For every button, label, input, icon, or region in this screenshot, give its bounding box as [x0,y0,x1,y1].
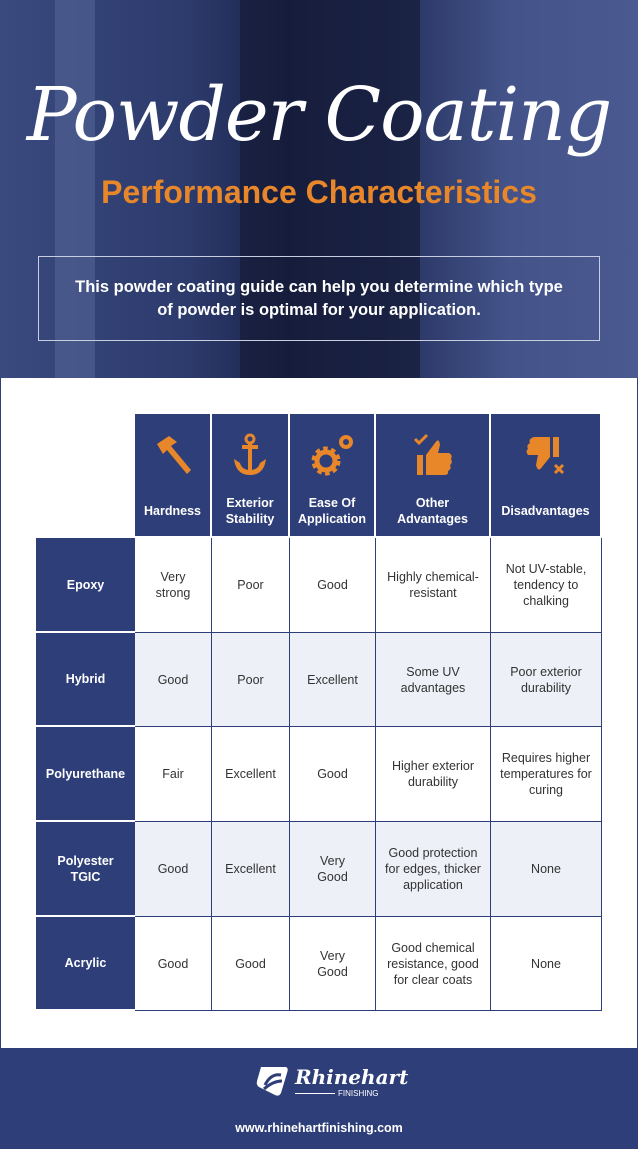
thumbs-up-icon [409,426,457,486]
intro-box: This powder coating guide can help you d… [38,256,600,341]
table-cell: Good [290,727,376,822]
table-cell: Good [135,822,212,917]
gears-icon [308,426,356,486]
column-header-label: Exterior Stability [225,496,275,526]
table-cell: Not UV-stable, tendency to chalking [491,538,602,633]
table-cell: Excellent [212,822,290,917]
title: Powder Coating [26,72,612,158]
brand-name: Rhinehart [295,1064,409,1089]
row-label: Polyester TGIC [36,822,135,917]
column-header-label: Hardness [144,504,201,518]
rhinehart-logo: Rhinehart FINISHING [255,1063,408,1099]
website-link[interactable]: www.rhinehartfinishing.com [235,1121,403,1135]
table-cell: Good [290,538,376,633]
column-header-label: Other Advantages [397,496,468,526]
table-cell: Some UV advantages [376,633,491,727]
table-cell: Highly chemical-resistant [376,538,491,633]
hammer-icon [151,426,195,486]
hero-banner: Powder Coating Performance Characteristi… [0,0,638,378]
table-cell: Very strong [135,538,212,633]
subtitle: Performance Characteristics [101,174,537,210]
row-label: Acrylic [36,917,135,1011]
row-label: Epoxy [36,538,135,633]
table-cell: None [491,917,602,1011]
brand-sub: FINISHING [338,1088,379,1098]
table-cell: Excellent [290,633,376,727]
thumbs-down-icon [522,426,570,486]
column-header: Ease Of Application [290,414,376,538]
table-cell: Fair [135,727,212,822]
table-cell: Poor [212,633,290,727]
table-cell: Good [212,917,290,1011]
table-cell: Poor exterior durability [491,633,602,727]
table-cell: None [491,822,602,917]
logo-mark-icon [256,1067,288,1096]
row-label: Polyurethane [36,727,135,822]
table-cell: Good [135,633,212,727]
table-cell: Good [135,917,212,1011]
table-cell: Very Good [290,822,376,917]
column-header-label: Ease Of Application [297,496,367,526]
column-header: Disadvantages [491,414,602,538]
background-photo [240,0,420,378]
column-header: Exterior Stability [212,414,290,538]
table-cell: Very Good [290,917,376,1011]
row-label: Hybrid [36,633,135,727]
intro-text: This powder coating guide can help you d… [75,277,563,319]
table-cell: Requires higher temperatures for curing [491,727,602,822]
footer: Rhinehart FINISHING www.rhinehartfinishi… [0,1049,638,1149]
column-header: Hardness [135,414,212,538]
anchor-icon [230,426,270,486]
table-cell: Good protection for edges, thicker appli… [376,822,491,917]
table-cell: Higher exterior durability [376,727,491,822]
column-header: Other Advantages [376,414,491,538]
background-photo-detail [55,0,95,378]
column-header-label: Disadvantages [501,504,590,518]
table-cell: Good chemical resistance, good for clear… [376,917,491,1011]
table-cell: Excellent [212,727,290,822]
table-cell: Poor [212,538,290,633]
